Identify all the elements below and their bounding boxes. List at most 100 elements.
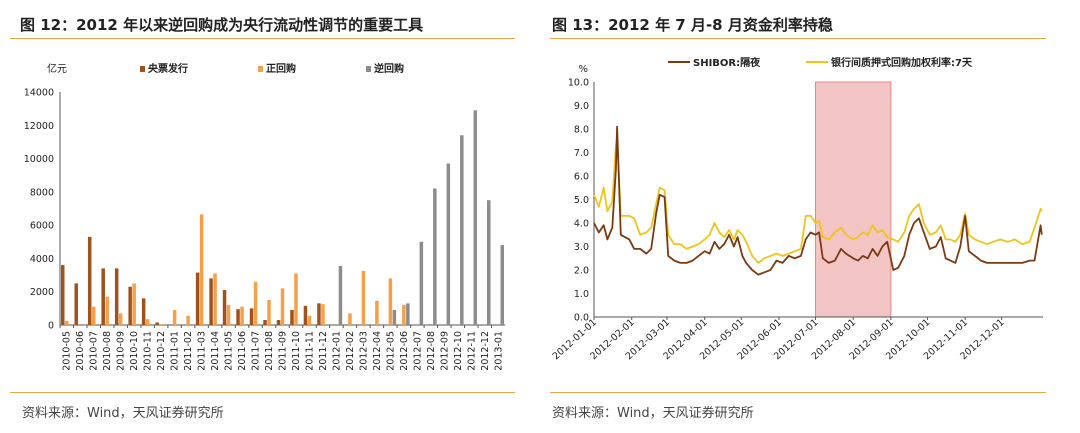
legend-swatch <box>258 66 263 72</box>
bar <box>280 288 285 325</box>
bar <box>101 268 105 325</box>
highlight-band <box>814 81 892 318</box>
bar <box>290 310 294 325</box>
x-tick-label: 2011-10 <box>291 331 302 371</box>
y-tick-label: 10.0 <box>568 78 589 89</box>
legend-swatch <box>366 66 371 72</box>
y-tick-label: 4.0 <box>574 219 589 230</box>
bar <box>276 320 281 325</box>
legend-label: SHIBOR:隔夜 <box>693 56 761 69</box>
bar <box>105 296 109 325</box>
bar <box>460 135 464 325</box>
x-tick-label: 2010-09 <box>116 331 127 371</box>
bar <box>388 278 393 325</box>
y-tick-label: 8.0 <box>574 125 589 136</box>
y-tick-label: 8000 <box>30 187 54 198</box>
bar <box>402 305 406 325</box>
legend-label: 央票发行 <box>148 62 188 75</box>
bottom-divider <box>10 392 515 393</box>
y-tick-label: 2000 <box>30 287 54 298</box>
x-tick-label: 2012-10 <box>453 331 464 371</box>
x-tick-label: 2012-01 <box>331 331 342 371</box>
bar <box>222 290 227 325</box>
y-tick-label: 12000 <box>24 121 54 132</box>
y-tick-label: 6000 <box>30 221 54 232</box>
bar <box>60 265 65 325</box>
bar <box>118 313 123 325</box>
x-tick-label: 2011-08 <box>264 331 275 371</box>
bar <box>294 273 298 325</box>
x-tick-label: 2010-08 <box>102 331 113 371</box>
x-tick-label: 2012-04 <box>372 331 383 371</box>
bar <box>419 241 424 325</box>
y-tick-label: 6.0 <box>574 172 589 183</box>
figure-13-source: 资料来源：Wind，天风证券研究所 <box>552 406 754 421</box>
x-tick-label: 2011-09 <box>278 331 289 371</box>
bar <box>186 315 190 325</box>
bar <box>141 298 146 325</box>
bar <box>199 214 204 325</box>
y-tick-label: 7.0 <box>574 148 589 159</box>
y-tick-label: 10000 <box>24 154 54 165</box>
bar <box>195 272 200 325</box>
bar <box>338 265 343 325</box>
y-tick-label: 0.0 <box>574 313 589 324</box>
series-line <box>593 125 1043 276</box>
bar <box>240 306 244 325</box>
y-tick-label: 4000 <box>30 254 54 265</box>
x-tick-label: 2012-06 <box>399 331 410 371</box>
y-tick-label: 3.0 <box>574 242 589 253</box>
x-tick-label: 2010-05 <box>62 331 73 371</box>
bar <box>253 281 258 325</box>
bar <box>226 305 231 325</box>
x-tick-label: 2010-06 <box>75 331 86 371</box>
bar <box>321 304 325 325</box>
x-tick-label: 2012-07 <box>412 331 423 371</box>
figure-12-source: 资料来源：Wind，天风证券研究所 <box>22 406 224 421</box>
y-tick-label: 9.0 <box>574 101 589 112</box>
bar <box>64 320 69 325</box>
x-tick-label: 2011-02 <box>183 331 194 371</box>
title-divider <box>550 38 1046 39</box>
y-axis-unit-label: 亿元 <box>47 62 67 75</box>
figure-13-panel: 图 13：2012 年 7 月-8 月资金利率持稳 % SHIBOR:隔夜 银行间质… <box>550 0 1080 433</box>
x-tick-label: 2012-09 <box>439 331 450 371</box>
bar <box>361 270 366 325</box>
x-tick-label: 2011-01 <box>170 331 181 371</box>
bar <box>348 313 352 325</box>
bar <box>307 315 312 325</box>
bottom-divider <box>550 392 1046 393</box>
figure-12-title: 图 12：2012 年以来逆回购成为央行流动性调节的重要工具 <box>20 16 424 34</box>
x-tick-label: 2011-06 <box>237 331 248 371</box>
bar <box>159 324 163 325</box>
x-tick-label: 2011-12 <box>318 331 329 371</box>
bar <box>114 268 119 325</box>
reverse-repo-bar-chart: 亿元 央票发行 正回购 逆回购 0 2000 4000 6000 8000 10000 12000 1… <box>24 62 505 371</box>
bar <box>213 273 217 325</box>
x-tick-label: 2010-12 <box>156 331 167 371</box>
legend-label: 逆回购 <box>374 62 404 75</box>
bar <box>132 283 136 325</box>
bar <box>500 245 505 325</box>
figure-12-panel: 图 12：2012 年以来逆回购成为央行流动性调节的重要工具 亿元 央票发行 正回购… <box>0 0 530 433</box>
bar <box>155 322 159 325</box>
legend-swatch <box>140 66 145 72</box>
x-tick-label: 2010-10 <box>129 331 140 371</box>
x-tick-label: 2013-01 <box>493 331 504 371</box>
bar <box>446 163 451 325</box>
x-tick-label: 2012-02 <box>345 331 356 371</box>
bar <box>317 303 321 325</box>
x-tick-label: 2012-11 <box>466 331 477 371</box>
figure-13-title: 图 13：2012 年 7 月-8 月资金利率持稳 <box>552 16 833 34</box>
bar <box>263 320 267 325</box>
bar <box>375 300 379 325</box>
bar <box>473 110 478 325</box>
bar <box>87 236 92 325</box>
y-axis-unit-label: % <box>578 64 588 75</box>
y-tick-label: 2.0 <box>574 266 589 277</box>
bar <box>433 188 437 325</box>
y-tick-label: 1.0 <box>574 289 589 300</box>
bar <box>145 319 150 325</box>
x-tick-label: 2012-05 <box>385 331 396 371</box>
x-tick-label: 2011-07 <box>251 331 262 371</box>
